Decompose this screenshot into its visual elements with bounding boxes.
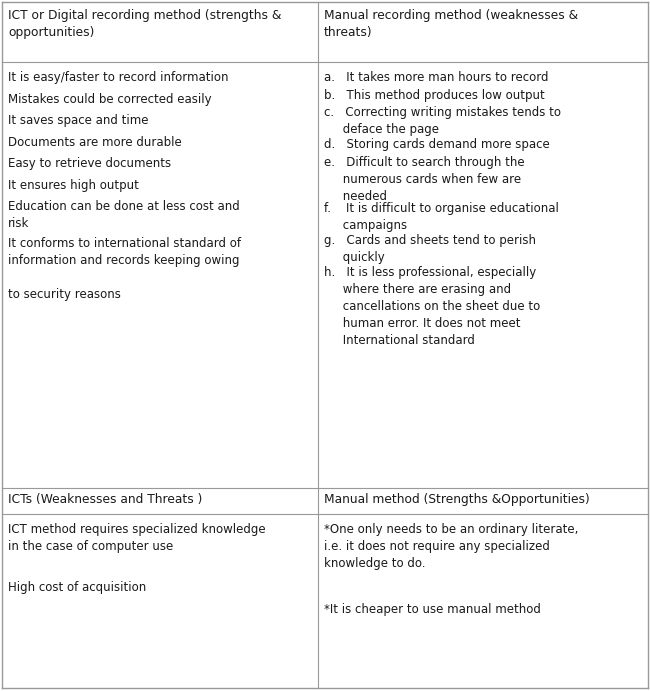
- Text: c.   Correcting writing mistakes tends to
     deface the page: c. Correcting writing mistakes tends to …: [324, 106, 561, 136]
- Text: *One only needs to be an ordinary literate,
i.e. it does not require any special: *One only needs to be an ordinary litera…: [324, 523, 578, 570]
- Text: Mistakes could be corrected easily: Mistakes could be corrected easily: [8, 93, 212, 106]
- Text: b.   This method produces low output: b. This method produces low output: [324, 88, 545, 102]
- Text: d.   Storing cards demand more space: d. Storing cards demand more space: [324, 138, 550, 151]
- Text: It ensures high output: It ensures high output: [8, 178, 139, 191]
- Text: It saves space and time: It saves space and time: [8, 114, 148, 127]
- Text: It is easy/faster to record information: It is easy/faster to record information: [8, 71, 229, 84]
- Text: Education can be done at less cost and
risk: Education can be done at less cost and r…: [8, 200, 240, 230]
- Text: h.   It is less professional, especially
     where there are erasing and
     c: h. It is less professional, especially w…: [324, 266, 540, 347]
- Text: It conforms to international standard of
information and records keeping owing

: It conforms to international standard of…: [8, 237, 241, 301]
- Text: *It is cheaper to use manual method: *It is cheaper to use manual method: [324, 603, 541, 616]
- Text: e.   Difficult to search through the
     numerous cards when few are
     neede: e. Difficult to search through the numer…: [324, 155, 525, 202]
- Text: ICT method requires specialized knowledge
in the case of computer use: ICT method requires specialized knowledg…: [8, 523, 266, 553]
- Text: f.    It is difficult to organise educational
     campaigns: f. It is difficult to organise education…: [324, 202, 559, 232]
- Text: g.   Cards and sheets tend to perish
     quickly: g. Cards and sheets tend to perish quick…: [324, 234, 536, 264]
- Text: Easy to retrieve documents: Easy to retrieve documents: [8, 157, 171, 170]
- Text: Documents are more durable: Documents are more durable: [8, 135, 182, 149]
- Text: Manual recording method (weaknesses &
threats): Manual recording method (weaknesses & th…: [324, 9, 578, 39]
- Text: ICTs (Weaknesses and Threats ): ICTs (Weaknesses and Threats ): [8, 493, 202, 506]
- Text: ICT or Digital recording method (strengths &
opportunities): ICT or Digital recording method (strengt…: [8, 9, 281, 39]
- Text: High cost of acquisition: High cost of acquisition: [8, 582, 146, 594]
- Text: a.   It takes more man hours to record: a. It takes more man hours to record: [324, 71, 549, 84]
- Text: Manual method (Strengths &Opportunities): Manual method (Strengths &Opportunities): [324, 493, 590, 506]
